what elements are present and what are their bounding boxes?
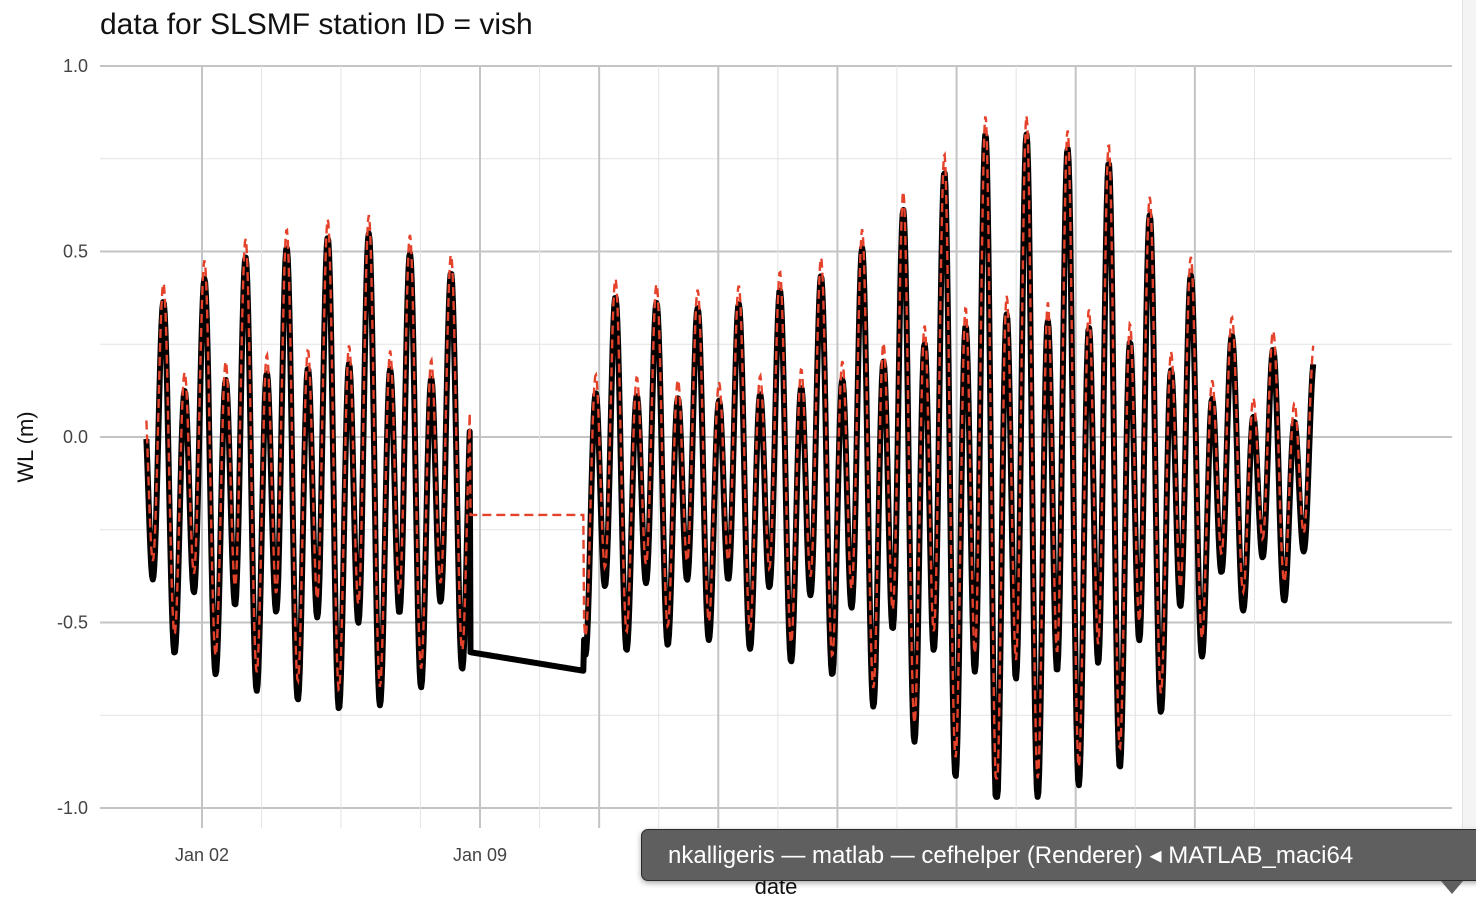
window-scroll-edge[interactable] — [1462, 0, 1476, 828]
series-red — [145, 115, 1315, 780]
process-tooltip: nkalligeris — matlab — cefhelper (Render… — [641, 829, 1476, 881]
chart-title: data for SLSMF station ID = vish — [100, 8, 533, 41]
y-tick-label: -1.0 — [57, 798, 88, 818]
y-tick-label: 0.0 — [63, 427, 88, 447]
series-lines — [143, 115, 1317, 800]
x-tick-label: Jan 09 — [453, 845, 507, 865]
y-tick-label: 1.0 — [63, 56, 88, 76]
y-tick-labels: 1.0 0.5 0.0 -0.5 -1.0 — [57, 56, 88, 818]
y-axis-label: WL (m) — [13, 411, 38, 482]
y-tick-label: 0.5 — [63, 242, 88, 262]
x-tick-labels: Jan 02 Jan 09 — [175, 845, 507, 865]
y-tick-label: -0.5 — [57, 613, 88, 633]
tooltip-caret — [1441, 881, 1463, 894]
x-tick-label: Jan 02 — [175, 845, 229, 865]
